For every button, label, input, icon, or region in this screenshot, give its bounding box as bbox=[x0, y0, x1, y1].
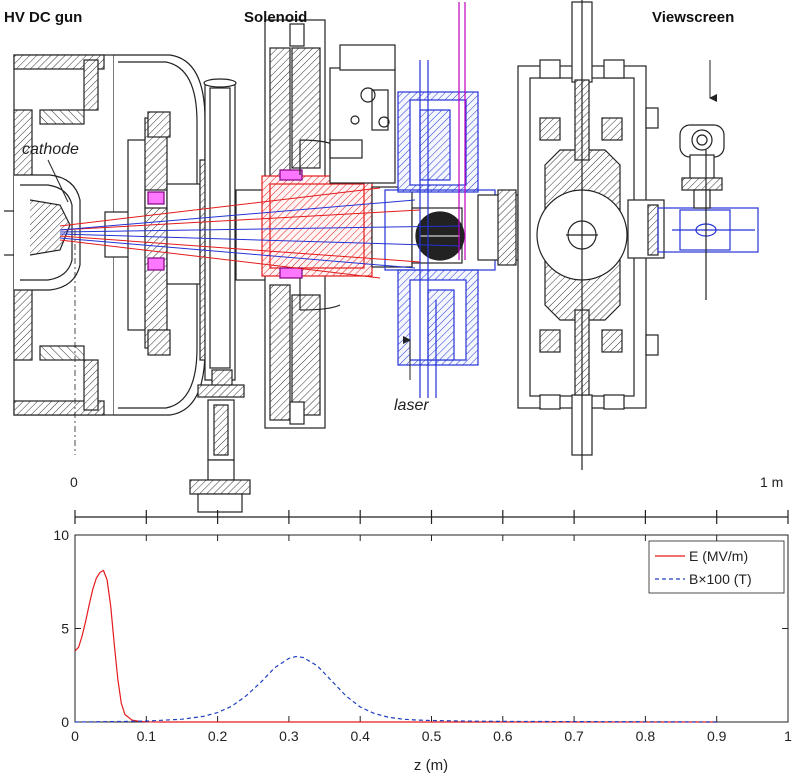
solenoid-label: Solenoid bbox=[244, 9, 307, 26]
cathode-leader bbox=[47, 159, 69, 203]
viewscreen-assembly bbox=[627, 60, 759, 300]
electron-beam-rays bbox=[59, 187, 461, 279]
series-line-b-field bbox=[74, 655, 717, 723]
gun-label: HV DC gun bbox=[4, 9, 82, 26]
cathode-label: cathode bbox=[22, 141, 79, 158]
pump-column bbox=[189, 78, 267, 513]
solenoid bbox=[261, 19, 373, 429]
x-tick-label: 0.1 bbox=[137, 728, 157, 744]
laser-port-assembly bbox=[384, 60, 496, 398]
series-line-e-field bbox=[74, 569, 717, 723]
x-tick-label: 0.8 bbox=[636, 728, 656, 744]
diagnostic-cross bbox=[517, 0, 659, 470]
x-tick-label: 0.5 bbox=[422, 728, 442, 744]
x-tick-label: 0.4 bbox=[350, 728, 370, 744]
legend-box bbox=[648, 540, 785, 594]
y-tick-label: 10 bbox=[53, 527, 69, 543]
engineering-drawing bbox=[4, 0, 759, 513]
y-tick-label: 0 bbox=[61, 714, 69, 730]
top-box bbox=[329, 44, 396, 184]
scale-start-label: 0 bbox=[70, 474, 78, 490]
scale-end-label: 1 m bbox=[760, 474, 783, 490]
x-tick-label: 0 bbox=[71, 728, 79, 744]
laser-path bbox=[458, 2, 466, 260]
x-tick-label: 1 bbox=[784, 728, 792, 744]
x-tick-label: 0.3 bbox=[279, 728, 299, 744]
x-tick-label: 0.9 bbox=[707, 728, 727, 744]
legend-entry: E (MV/m) bbox=[689, 548, 748, 564]
x-tick-label: 0.6 bbox=[493, 728, 513, 744]
x-axis-label: z (m) bbox=[414, 757, 448, 774]
x-tick-label: 0.7 bbox=[564, 728, 584, 744]
laser-label: laser bbox=[394, 397, 429, 414]
legend-entry: B×100 (T) bbox=[689, 571, 752, 587]
y-tick-label: 5 bbox=[61, 621, 69, 637]
x-tick-label: 0.2 bbox=[208, 728, 228, 744]
viewscreen-label: Viewscreen bbox=[652, 9, 734, 26]
gun-flange bbox=[104, 111, 201, 356]
scale-bar bbox=[74, 510, 789, 524]
